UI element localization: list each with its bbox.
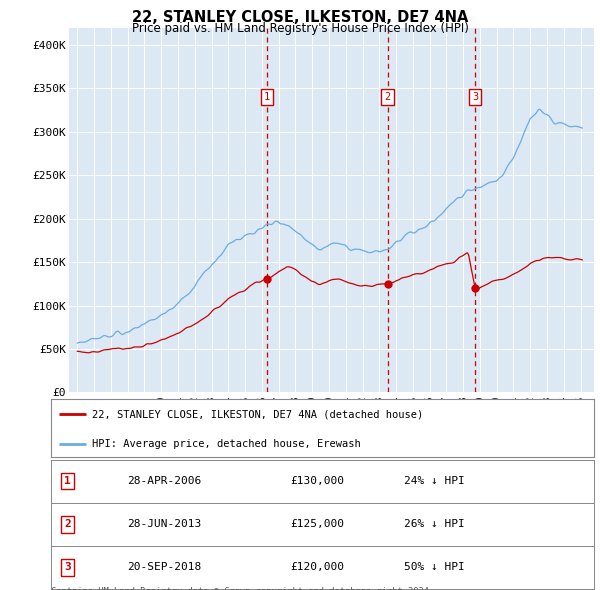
Text: 28-JUN-2013: 28-JUN-2013 bbox=[127, 519, 201, 529]
Text: 24% ↓ HPI: 24% ↓ HPI bbox=[404, 476, 465, 486]
Text: 2: 2 bbox=[385, 92, 391, 102]
Text: 3: 3 bbox=[472, 92, 478, 102]
Text: 26% ↓ HPI: 26% ↓ HPI bbox=[404, 519, 465, 529]
Text: 1: 1 bbox=[64, 476, 71, 486]
Text: HPI: Average price, detached house, Erewash: HPI: Average price, detached house, Erew… bbox=[92, 439, 361, 449]
Text: £125,000: £125,000 bbox=[290, 519, 344, 529]
Text: 50% ↓ HPI: 50% ↓ HPI bbox=[404, 562, 465, 572]
Text: 2: 2 bbox=[64, 519, 71, 529]
Text: Contains HM Land Registry data © Crown copyright and database right 2024.: Contains HM Land Registry data © Crown c… bbox=[51, 587, 434, 590]
Text: £130,000: £130,000 bbox=[290, 476, 344, 486]
Text: 20-SEP-2018: 20-SEP-2018 bbox=[127, 562, 201, 572]
Text: 22, STANLEY CLOSE, ILKESTON, DE7 4NA: 22, STANLEY CLOSE, ILKESTON, DE7 4NA bbox=[132, 10, 468, 25]
Text: 1: 1 bbox=[264, 92, 271, 102]
Text: 22, STANLEY CLOSE, ILKESTON, DE7 4NA (detached house): 22, STANLEY CLOSE, ILKESTON, DE7 4NA (de… bbox=[92, 409, 423, 419]
Text: Price paid vs. HM Land Registry's House Price Index (HPI): Price paid vs. HM Land Registry's House … bbox=[131, 22, 469, 35]
Text: 28-APR-2006: 28-APR-2006 bbox=[127, 476, 201, 486]
Text: £120,000: £120,000 bbox=[290, 562, 344, 572]
Text: 3: 3 bbox=[64, 562, 71, 572]
